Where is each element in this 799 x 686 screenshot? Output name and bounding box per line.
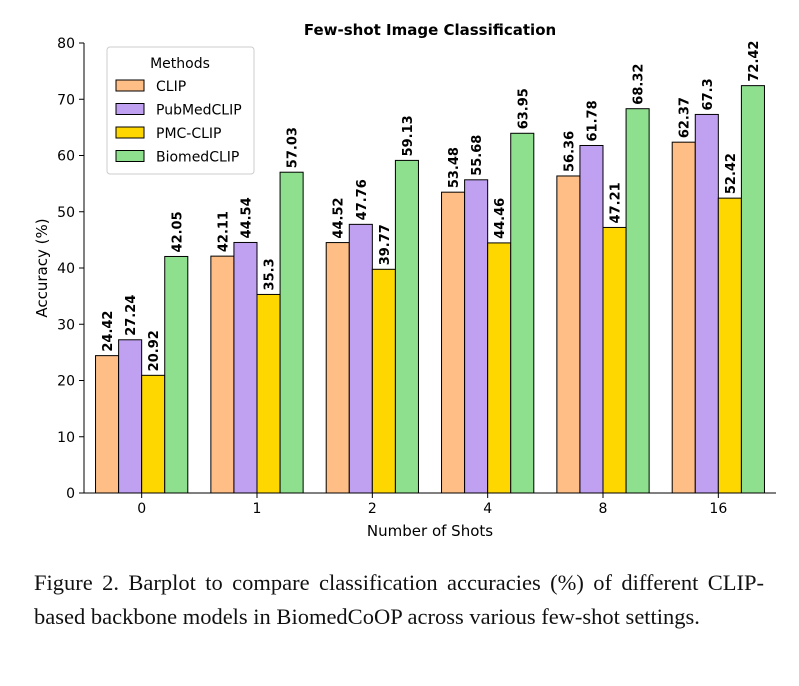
bar-value-label: 44.54 — [239, 197, 254, 238]
legend-label: BiomedCLIP — [156, 150, 239, 166]
x-tick-label: 0 — [137, 501, 146, 517]
bar-clip-2 — [325, 242, 350, 494]
x-tick-label: 4 — [483, 501, 492, 517]
bar-value-label: 68.32 — [632, 64, 647, 105]
bar-pmc-clip-8 — [602, 226, 627, 494]
bar-biomedclip-4 — [510, 132, 535, 494]
bar-pmc-clip-2 — [371, 268, 396, 494]
bar-pubmedclip-1 — [233, 241, 258, 494]
bar-clip-8 — [556, 175, 581, 494]
bar-value-label: 62.37 — [678, 97, 693, 138]
y-tick-label: 50 — [57, 205, 75, 221]
bar-biomedclip-1 — [279, 171, 304, 494]
y-tick-label: 40 — [57, 261, 75, 277]
x-tick-label: 2 — [368, 501, 377, 517]
legend-swatch — [115, 79, 145, 92]
figure-caption: Figure 2. Barplot to compare classificat… — [34, 570, 764, 629]
y-tick-label: 30 — [57, 317, 75, 333]
bar-pubmedclip-16 — [694, 113, 719, 494]
chart-title: Few-shot Image Classification — [304, 21, 556, 39]
bar-value-label: 24.42 — [101, 311, 116, 352]
x-tick-label: 8 — [599, 501, 608, 517]
bar-chart: Few-shot Image Classification 24.42 27.24… — [33, 21, 776, 540]
legend-swatch — [115, 150, 145, 162]
legend-box — [106, 46, 255, 175]
y-axis-label: Accuracy (%) — [33, 218, 51, 317]
bar-value-label: 27.24 — [124, 295, 139, 336]
bar-pubmedclip-0 — [118, 339, 143, 494]
bar-value-label: 63.95 — [516, 88, 531, 129]
bar-value-label: 47.76 — [355, 179, 370, 220]
x-tick-label: 16 — [709, 501, 727, 517]
bar-value-label: 20.92 — [147, 330, 162, 371]
y-tick-label: 60 — [57, 149, 75, 165]
bar-pmc-clip-4 — [487, 242, 512, 494]
y-tick-label: 70 — [57, 92, 75, 108]
bar-pmc-clip-16 — [717, 197, 742, 494]
bar-value-label: 53.48 — [447, 147, 462, 188]
bar-value-label: 44.46 — [493, 198, 508, 239]
bar-value-label: 72.42 — [747, 41, 762, 82]
bar-value-label: 57.03 — [286, 127, 301, 168]
bar-value-label: 44.52 — [332, 197, 347, 238]
bar-value-label: 47.21 — [609, 182, 624, 223]
y-tick-label: 10 — [57, 430, 75, 446]
bar-biomedclip-2 — [394, 159, 419, 494]
bar-clip-0 — [95, 355, 120, 494]
bar-value-label: 59.13 — [401, 115, 416, 156]
legend-label: PMC-CLIP — [156, 126, 222, 142]
bar-pmc-clip-1 — [256, 293, 281, 494]
legend: Methods CLIP PubMedCLIP PMC-CLIP BiomedCLIP — [106, 46, 255, 175]
y-tick-label: 80 — [57, 36, 75, 52]
bar-value-label: 42.11 — [216, 211, 231, 252]
legend-swatch — [115, 126, 145, 139]
x-tick-label: 1 — [253, 501, 262, 517]
legend-label: CLIP — [156, 79, 186, 95]
bar-value-label: 39.77 — [378, 224, 393, 265]
legend-title: Methods — [150, 56, 210, 72]
bar-clip-1 — [210, 255, 235, 494]
bar-pubmedclip-4 — [464, 179, 489, 494]
x-axis-label: Number of Shots — [367, 522, 493, 540]
bar-biomedclip-0 — [164, 255, 189, 494]
bar-value-label: 42.05 — [170, 211, 185, 252]
bar-pubmedclip-2 — [348, 223, 373, 494]
bar-value-label: 55.68 — [470, 135, 485, 176]
bar-biomedclip-16 — [740, 85, 765, 494]
legend-swatch — [115, 103, 145, 115]
y-tick-label: 20 — [57, 374, 75, 390]
y-tick-label: 0 — [66, 486, 75, 502]
bar-clip-16 — [671, 141, 696, 494]
bar-value-label: 61.78 — [585, 100, 600, 141]
bar-value-label: 67.3 — [701, 78, 716, 110]
bar-biomedclip-8 — [625, 108, 650, 494]
bar-value-label: 56.36 — [562, 131, 577, 172]
bar-pmc-clip-0 — [141, 374, 166, 494]
bar-value-label: 35.3 — [263, 258, 278, 290]
bar-clip-4 — [441, 191, 466, 494]
bar-pubmedclip-8 — [579, 144, 604, 494]
bar-value-label: 52.42 — [724, 153, 739, 194]
legend-label: PubMedCLIP — [156, 103, 242, 119]
